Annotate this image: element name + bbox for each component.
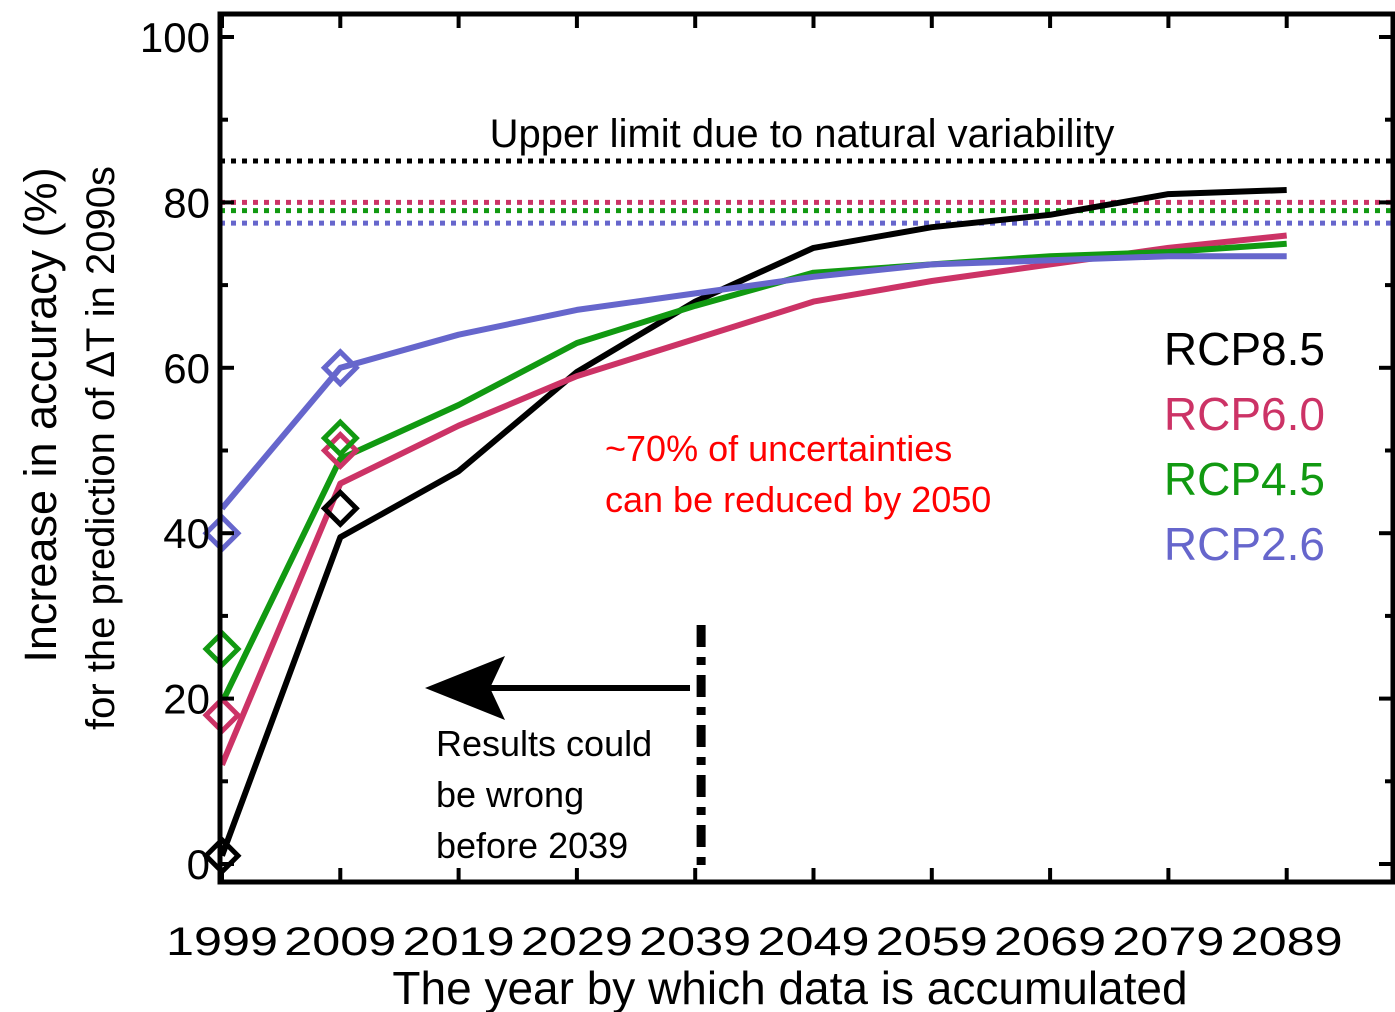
warning-annotation-line-2: be wrong <box>436 774 584 815</box>
warning-annotation-line-3: before 2039 <box>436 825 628 866</box>
series-line-rcp2-6 <box>219 253 1287 511</box>
left-arrow <box>425 656 690 720</box>
x-tick-label-2079: 2079 <box>1112 920 1224 964</box>
series-line-rcp4-5 <box>219 240 1287 705</box>
legend-entry-rcp4-5: RCP4.5 <box>1164 453 1325 505</box>
x-tick-label-2009: 2009 <box>284 920 396 964</box>
x-tick-label-2019: 2019 <box>403 920 515 964</box>
x-axis-label: The year by which data is accumulated <box>392 962 1187 1012</box>
y-tick-label-40: 40 <box>163 510 210 557</box>
marker-rcp8-5-2009 <box>320 488 360 528</box>
plot-frame-border <box>217 11 1395 885</box>
warning-annotation-line-1: Results could <box>436 723 652 764</box>
uncertainty-annotation-line-1: ~70% of uncertainties <box>605 428 952 469</box>
y-tick-label-20: 20 <box>163 676 210 723</box>
x-tick-label-2029: 2029 <box>521 920 633 964</box>
legend-entry-rcp8-5: RCP8.5 <box>1164 323 1325 375</box>
y-tick-label-60: 60 <box>163 345 210 392</box>
legend-entry-rcp6-0: RCP6.0 <box>1164 388 1325 440</box>
series-line-rcp8-5 <box>219 187 1287 857</box>
axis-ticks <box>220 14 1393 882</box>
y-axis-label-line-2: for the prediction of ∆T in 2090s <box>79 166 123 730</box>
series-markers <box>202 348 360 876</box>
x-tick-label-2039: 2039 <box>639 920 751 964</box>
tick-labels: 0 20 40 60 80 100 1999 2009 2019 2029 2039 2049 2059… <box>140 14 1343 964</box>
x-tick-label-2089: 2089 <box>1231 920 1343 964</box>
x-tick-label-2049: 2049 <box>758 920 870 964</box>
legend-entry-rcp2-6: RCP2.6 <box>1164 518 1325 570</box>
x-tick-label-2069: 2069 <box>994 920 1106 964</box>
y-tick-label-100: 100 <box>140 14 210 61</box>
left-arrow-head <box>425 656 505 720</box>
uncertainty-annotation-line-2: can be reduced by 2050 <box>605 479 991 520</box>
marker-rcp4-5-2009 <box>320 418 360 458</box>
x-tick-label-1999: 1999 <box>166 920 278 964</box>
y-tick-label-0: 0 <box>187 841 210 888</box>
plot-frame <box>217 11 1395 885</box>
reference-lines <box>220 158 1393 226</box>
upper-limit-annotation: Upper limit due to natural variability <box>490 112 1115 156</box>
y-tick-label-80: 80 <box>163 179 210 226</box>
marker-rcp2-6-2009 <box>320 348 360 388</box>
x-tick-label-2059: 2059 <box>876 920 988 964</box>
series-lines <box>219 187 1288 857</box>
legend: RCP8.5 RCP6.0 RCP4.5 RCP2.6 <box>1164 323 1325 570</box>
y-axis-label-line-1: Increase in accuracy (%) <box>15 167 66 662</box>
